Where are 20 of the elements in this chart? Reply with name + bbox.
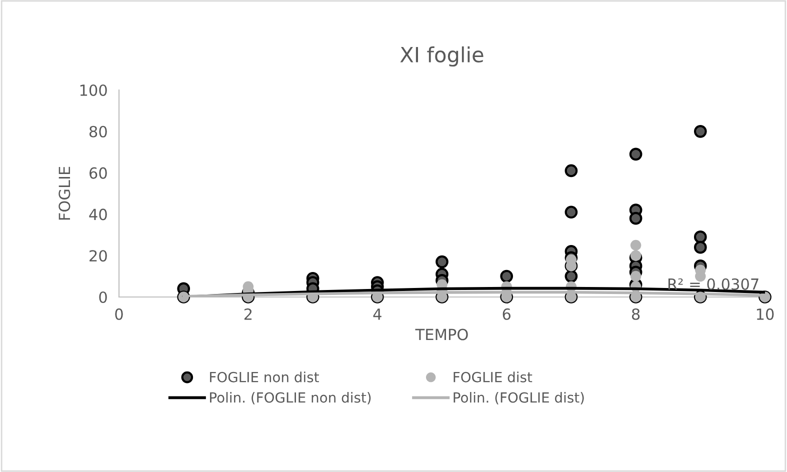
y-tick-label: 60: [90, 167, 107, 179]
chart-title: XI foglie: [400, 46, 484, 67]
y-tick-label: 20: [90, 250, 107, 262]
x-tick-label: 6: [502, 308, 510, 320]
x-tick-label: 0: [115, 308, 123, 320]
x-axis-title: TEMPO: [415, 328, 468, 340]
x-tick-label: 2: [244, 308, 252, 320]
legend-label: Polin. (FOGLIE non dist): [210, 392, 371, 404]
annotation: R² = 0.0307: [668, 278, 758, 290]
x-tick-label: 10: [756, 308, 774, 320]
y-tick-label: 100: [80, 84, 107, 96]
x-tick-label: 8: [632, 308, 640, 320]
legend-label: Polin. (FOGLIE dist): [454, 392, 584, 404]
y-tick-label: 40: [89, 208, 107, 220]
x-tick-label: 4: [373, 308, 382, 320]
y-axis-title: FOGLIE: [58, 166, 70, 220]
y-tick-label: 0: [99, 291, 107, 304]
legend-label: FOGLIE non dist: [210, 372, 319, 382]
y-tick-label: 80: [89, 126, 107, 138]
legend-label: FOGLIE dist: [454, 372, 532, 382]
